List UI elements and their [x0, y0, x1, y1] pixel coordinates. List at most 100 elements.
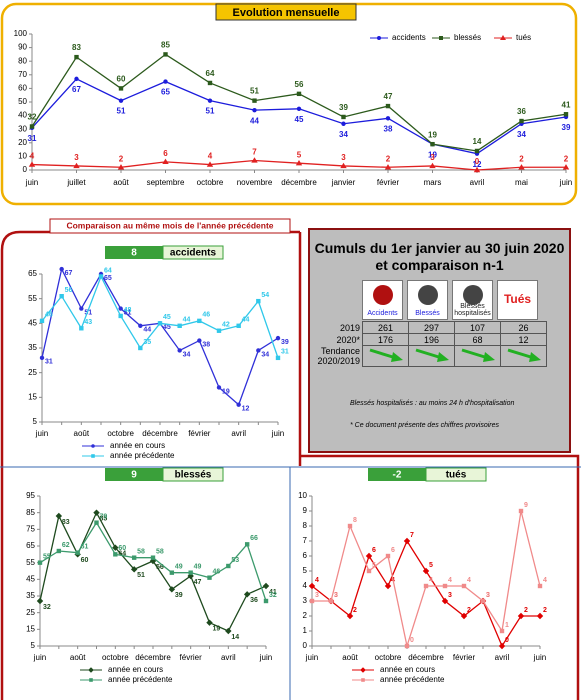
y-tick-label: 1	[303, 626, 308, 635]
point	[59, 294, 64, 299]
value-label: 3	[486, 592, 490, 599]
y-tick-label: 95	[26, 491, 35, 500]
y-tick-label: 70	[18, 70, 27, 79]
comparison-frame	[0, 230, 580, 700]
point	[518, 508, 524, 514]
point	[347, 523, 353, 529]
point	[206, 619, 213, 626]
point	[88, 667, 94, 673]
value-label: 53	[231, 557, 239, 564]
point	[340, 162, 347, 169]
value-label: 5	[429, 562, 433, 569]
value-label: 19	[222, 388, 230, 395]
point	[256, 348, 261, 353]
x-tick-label: juin	[33, 653, 46, 662]
series-line	[39, 511, 267, 632]
value-label: 39	[175, 592, 183, 599]
x-tick-label: avril	[231, 429, 246, 438]
x-tick-label: juin	[259, 653, 272, 662]
point	[113, 552, 118, 557]
value-label: 39	[281, 339, 289, 346]
value-label: 2	[353, 607, 357, 614]
x-tick-label: avril	[495, 653, 510, 662]
point	[138, 323, 143, 328]
value-label: 60	[118, 545, 126, 552]
value-label: 2	[386, 154, 391, 163]
value-label: 3	[334, 592, 338, 599]
point	[517, 612, 525, 620]
value-label: 64	[206, 69, 215, 78]
value-label: 0	[475, 157, 480, 166]
y-tick-label: 15	[26, 624, 35, 633]
value-label: 49	[194, 564, 202, 571]
value-label: 19	[428, 150, 437, 159]
trend-cell	[362, 345, 409, 367]
value-label: 4	[208, 152, 213, 161]
point	[341, 114, 346, 120]
value-label: 6	[163, 149, 168, 158]
value-label: 41	[269, 589, 277, 596]
y-tick-label: 65	[26, 541, 35, 550]
value-label: 60	[117, 75, 126, 84]
value-label: 56	[295, 80, 304, 89]
y-tick-label: 75	[26, 524, 35, 533]
y-tick-label: 100	[14, 29, 28, 38]
value-label: 3	[486, 592, 490, 599]
point	[117, 164, 125, 170]
value-label: 38	[384, 124, 393, 133]
point	[439, 36, 443, 40]
value-label: 46	[213, 569, 221, 576]
value-label: 6	[372, 547, 376, 554]
y-tick-label: 5	[31, 641, 36, 650]
x-tick-label: novembre	[237, 178, 273, 187]
badge-label: tués	[446, 470, 467, 481]
point	[360, 667, 366, 673]
y-tick-label: 4	[303, 581, 308, 590]
value-label: 46	[202, 312, 210, 319]
value-label: 48	[124, 307, 132, 314]
x-tick-label: décembre	[408, 653, 444, 662]
trend-cell	[454, 345, 501, 367]
y-tick-label: 3	[303, 596, 308, 605]
notes: Blessés hospitalisés : au moins 24 h d'h…	[350, 393, 569, 437]
series-line	[31, 53, 567, 152]
y-tick-label: 45	[26, 574, 35, 583]
value-label: 65	[104, 275, 112, 282]
point	[263, 598, 269, 604]
legend-label: tués	[516, 33, 531, 42]
point	[207, 575, 212, 580]
value-label: 66	[250, 535, 258, 542]
note: * Ce document présente des chiffres prov…	[350, 422, 500, 429]
value-label: 31	[281, 349, 289, 356]
badge-number: 8	[131, 248, 137, 259]
value-label: 3	[74, 153, 79, 162]
value-label: 5	[372, 562, 376, 569]
point	[296, 91, 302, 97]
badge	[105, 468, 163, 481]
cell: 68	[454, 333, 501, 346]
trend-label: Tendance 2020/2019	[317, 346, 360, 366]
cell: 261	[362, 321, 409, 334]
column-label: Tués	[503, 291, 532, 306]
legend-label: année précédente	[108, 675, 173, 684]
value-label: 8	[353, 517, 357, 524]
value-label: 35	[143, 339, 151, 346]
legend-label: année précédente	[380, 675, 445, 684]
badge-number: 9	[131, 470, 137, 481]
point	[74, 76, 79, 82]
value-label: 2	[119, 154, 124, 163]
value-label: 12	[473, 160, 482, 169]
trend-row: Tendance 2020/2019	[316, 345, 547, 367]
point	[361, 678, 365, 682]
x-tick-label: avril	[221, 653, 236, 662]
value-label: 64	[104, 267, 112, 274]
point	[562, 164, 570, 170]
value-label: 1	[505, 622, 509, 629]
value-label: 34	[517, 130, 526, 139]
value-label: 51	[117, 107, 126, 116]
legend-label: accidents	[392, 33, 426, 42]
point	[168, 586, 176, 593]
icon: dont Blessés hospitalisés	[452, 280, 493, 320]
x-tick-label: octobre	[197, 178, 224, 187]
